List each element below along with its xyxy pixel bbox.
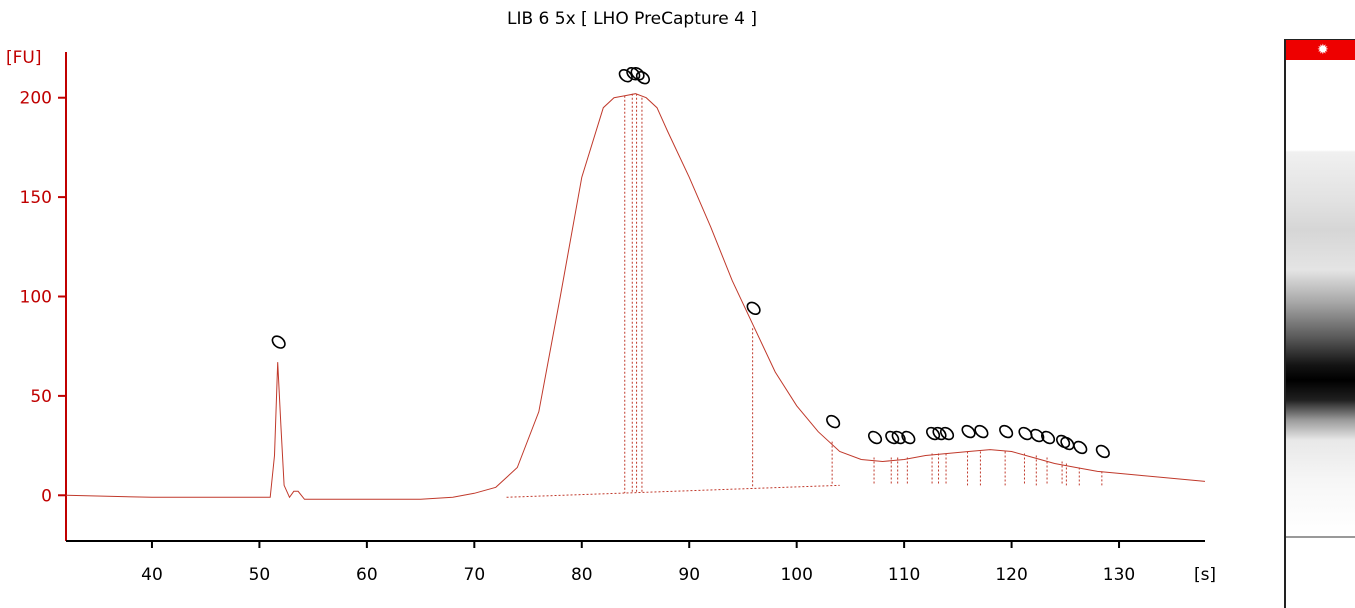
peak-marker [901,430,916,445]
peak-marker [1040,430,1056,445]
peak-marker [961,424,976,439]
x-tick-label: 100 [780,565,812,585]
peak-marker [1018,426,1033,441]
gel-lane-image: ✹ [1284,39,1355,608]
peak-marker [1073,440,1088,455]
y-axis-unit-label: [FU] [6,48,42,68]
y-tick-label: 0 [41,486,52,506]
x-tick-label: 120 [995,565,1027,585]
y-tick-label: 50 [30,387,52,407]
electropherogram-chart: LIB 6 5x [ LHO PreCapture 4 ] [FU] [s] 0… [6,9,1216,585]
peak-marker [618,69,633,83]
peak-markers [271,67,1110,459]
x-tick-label: 40 [141,565,163,585]
peak-marker [630,67,645,81]
x-tick-label: 60 [356,565,378,585]
peak-marker [626,67,641,81]
peak-integration-lines [506,93,1103,498]
peak-marker [1060,436,1075,451]
peak-marker [999,424,1014,439]
gear-icon: ✹ [1317,42,1329,58]
fluorescence-trace [65,93,1206,500]
y-tick-label: 100 [20,288,52,308]
x-tick-label: 90 [678,565,700,585]
peak-marker [826,414,841,429]
peak-marker [1095,444,1110,459]
integration-baseline [506,484,840,498]
x-tick-label: 130 [1103,565,1135,585]
peak-marker [635,71,650,85]
chart-title: LIB 6 5x [ LHO PreCapture 4 ] [507,9,757,29]
y-axis: 0 50 100 150 200 [20,52,67,541]
y-tick-label: 150 [20,188,52,208]
x-tick-label: 80 [571,565,593,585]
peak-marker [974,424,989,439]
x-tick-label: 110 [888,565,920,585]
gel-lane-marker: ✹ [1286,40,1355,60]
peak-marker [939,426,955,441]
y-tick-label: 200 [20,89,52,109]
x-axis-unit-label: [s] [1194,565,1216,585]
peak-marker [746,301,761,316]
peak-marker [867,430,883,445]
peak-marker [271,335,286,349]
x-axis: 40 50 60 70 80 90 100 110 120 130 [66,540,1205,585]
gel-lower-marker-band [1286,536,1355,538]
x-tick-label: 50 [249,565,271,585]
peak-marker [1030,428,1045,443]
x-tick-label: 70 [464,565,486,585]
